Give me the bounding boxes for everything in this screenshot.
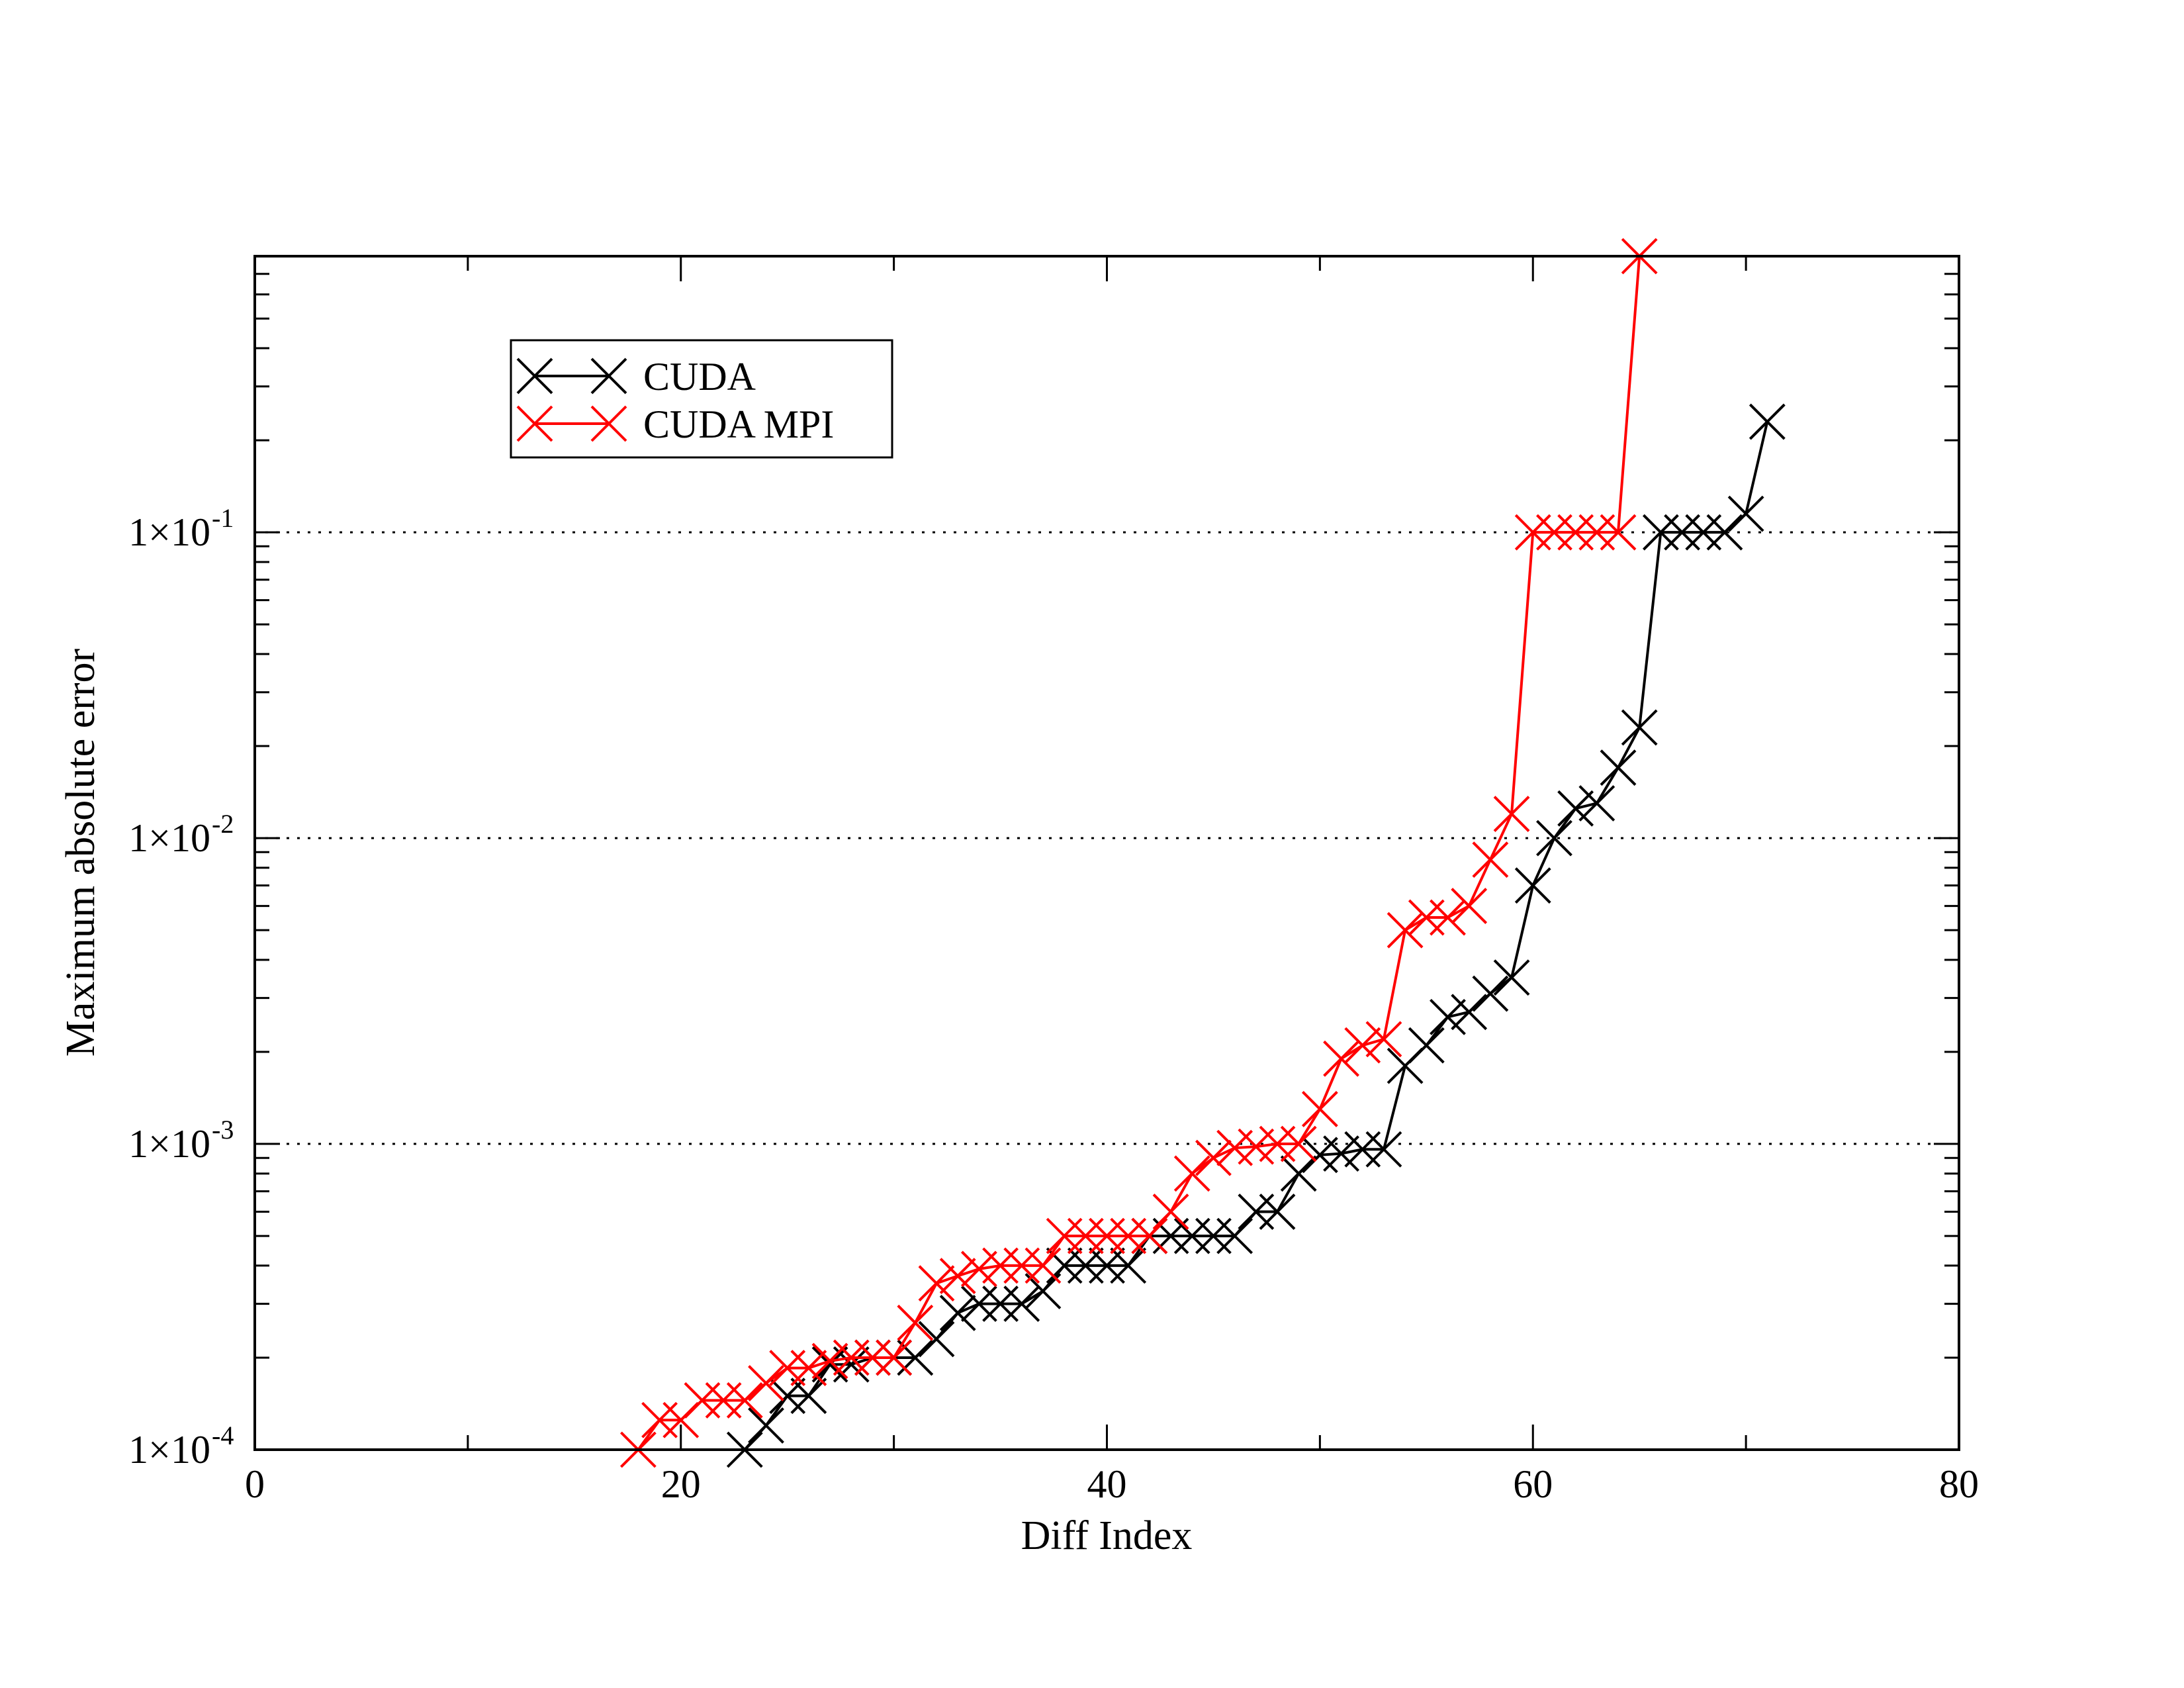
series-line (637, 256, 1641, 1451)
data-point-x-marker (1323, 1135, 1359, 1172)
data-point-x-marker (1408, 1027, 1445, 1064)
series-cuda-mpi (619, 238, 1658, 1468)
y-tick-label-base: 1×10 (128, 1122, 210, 1166)
series-cuda (726, 403, 1786, 1468)
data-point-x-marker (1131, 1217, 1168, 1254)
data-point-x-marker (918, 1321, 955, 1358)
grid-lines (255, 531, 1959, 1145)
data-point-x-marker (1600, 749, 1637, 786)
y-tick-label-exponent: -2 (212, 809, 234, 839)
data-point-x-marker (939, 1258, 976, 1294)
y-tick-label-base: 1×10 (128, 816, 210, 860)
y-tick-label: 1×10 -3 (128, 1115, 234, 1166)
data-point-x-marker (1110, 1247, 1147, 1284)
data-point-x-marker (1173, 1155, 1210, 1192)
data-point-x-marker (1280, 1155, 1317, 1192)
data-point-x-marker (1365, 1021, 1402, 1058)
legend-label: CUDA MPI (643, 402, 834, 446)
tick-labels: 0 20 40 60 801×10 -41×10 -31×10 -21×10 -1 (128, 503, 1979, 1506)
legend-entry: CUDA MPI (516, 402, 834, 446)
data-point-x-marker (1536, 820, 1572, 857)
data-point-x-marker (897, 1304, 934, 1341)
data-point-x-marker (1451, 994, 1488, 1031)
data-point-x-marker (876, 1339, 913, 1376)
data-point-x-marker (1514, 867, 1551, 904)
data-point-x-marker (790, 1378, 827, 1415)
legend-x-marker-icon (590, 357, 627, 395)
y-tick-label-base: 1×10 (128, 510, 210, 554)
data-point-x-marker (1152, 1194, 1189, 1230)
data-point-x-marker (1003, 1286, 1040, 1323)
y-tick-label-base: 1×10 (128, 1428, 210, 1472)
legend-box (510, 339, 893, 459)
data-point-x-marker (790, 1350, 827, 1386)
series-group (619, 238, 1786, 1468)
legend-x-marker-icon (590, 405, 627, 442)
y-tick-label: 1×10 -2 (128, 809, 234, 860)
y-tick-label-exponent: -4 (212, 1421, 234, 1450)
data-point-x-marker (1301, 1091, 1338, 1127)
data-point-x-marker (1430, 998, 1466, 1035)
data-point-x-marker (1024, 1247, 1062, 1284)
y-tick-label: 1×10 -1 (128, 503, 234, 554)
data-point-x-marker (1557, 790, 1594, 827)
data-point-x-marker (1493, 796, 1530, 832)
y-tick-label-exponent: -3 (212, 1115, 234, 1145)
data-point-x-marker (1621, 709, 1658, 746)
data-point-x-marker (1430, 899, 1466, 936)
data-point-x-marker (1578, 785, 1615, 821)
data-point-x-marker (748, 1407, 784, 1444)
plot-frame (253, 255, 1960, 1451)
data-point-x-marker (1472, 975, 1509, 1012)
axis-ticks (253, 255, 1960, 1451)
data-point-x-marker (1195, 1139, 1232, 1176)
x-tick-label: 40 (1087, 1462, 1127, 1506)
legend-entry: CUDA (516, 355, 756, 399)
data-point-x-marker (1344, 1027, 1381, 1064)
data-point-x-marker (726, 1382, 763, 1419)
legend-label: CUDA (643, 355, 756, 399)
data-point-x-marker (1727, 495, 1764, 532)
x-tick-label: 60 (1513, 1462, 1553, 1506)
data-point-x-marker (1472, 841, 1509, 878)
x-tick-label: 0 (245, 1462, 265, 1506)
y-tick-label: 1×10 -4 (128, 1421, 234, 1472)
legend-x-marker-icon (516, 405, 553, 442)
data-point-x-marker (1749, 403, 1786, 440)
x-tick-label: 20 (661, 1462, 701, 1506)
y-tick-label-exponent: -1 (212, 503, 234, 533)
data-point-x-marker (918, 1265, 955, 1302)
data-point-x-marker (1600, 514, 1637, 551)
data-point-x-marker (1024, 1273, 1062, 1309)
legend-x-marker-icon (516, 357, 553, 395)
data-point-x-marker (1365, 1131, 1402, 1168)
data-point-x-marker (1280, 1125, 1317, 1162)
x-axis-label: Diff Index (1021, 1513, 1193, 1558)
x-tick-label: 80 (1939, 1462, 1979, 1506)
data-point-x-marker (1706, 514, 1743, 551)
data-point-x-marker (748, 1365, 784, 1401)
data-point-x-marker (1216, 1217, 1253, 1254)
y-axis-label: Maximum absolute error (58, 648, 103, 1056)
series-line (743, 421, 1769, 1451)
data-point-x-marker (1259, 1194, 1296, 1230)
data-point-x-marker (1493, 959, 1530, 996)
data-point-x-marker (1323, 1040, 1359, 1077)
data-point-x-marker (1451, 888, 1488, 925)
data-point-x-marker (939, 1295, 976, 1331)
data-point-x-marker (1387, 912, 1424, 949)
